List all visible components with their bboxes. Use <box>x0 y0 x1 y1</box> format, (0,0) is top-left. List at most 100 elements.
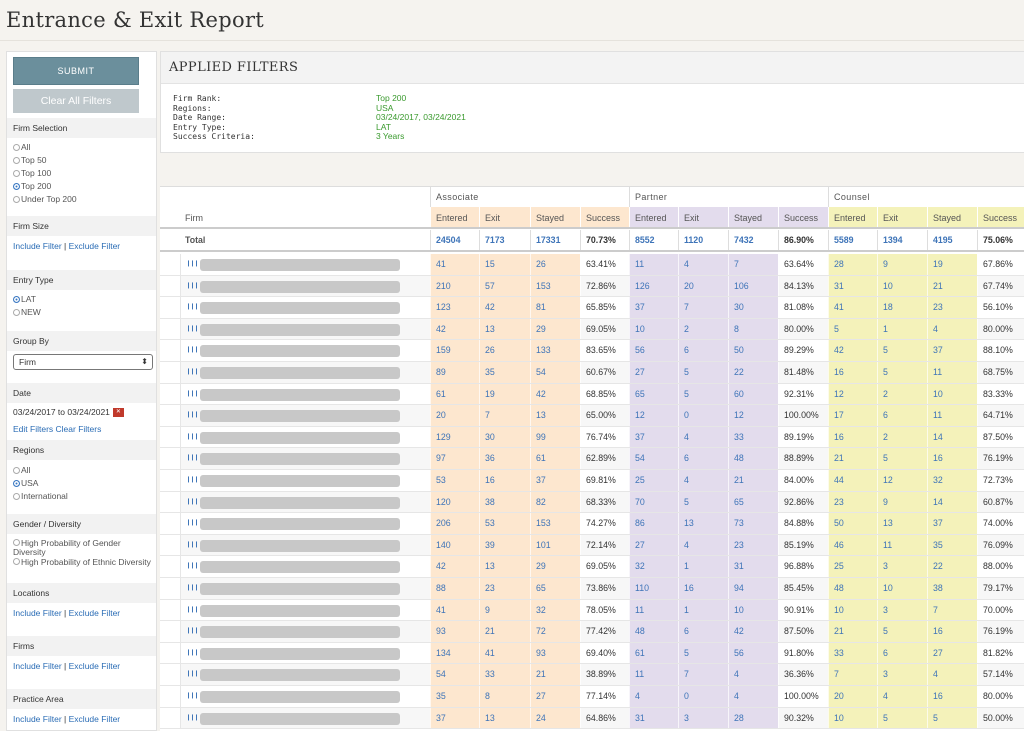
table-cell[interactable]: 31 <box>629 707 678 729</box>
firm-selection-option[interactable]: Top 50 <box>13 155 47 165</box>
table-cell[interactable]: 7 <box>728 254 778 275</box>
table-cell[interactable]: 72 <box>530 621 580 642</box>
table-cell[interactable]: 53 <box>430 470 479 491</box>
table-cell[interactable]: 33 <box>728 426 778 448</box>
firm-name-redacted[interactable] <box>200 647 400 660</box>
table-cell[interactable]: 23 <box>479 578 530 599</box>
radio-icon[interactable] <box>13 143 20 151</box>
table-cell[interactable]: 99 <box>530 426 580 448</box>
table-cell[interactable]: 37 <box>629 426 678 448</box>
firm-name-redacted[interactable] <box>200 712 400 725</box>
bar-chart-icon[interactable]: ❙❙❙ <box>186 282 199 289</box>
table-cell[interactable]: 2 <box>678 318 728 340</box>
table-cell[interactable]: 18 <box>877 297 927 318</box>
table-cell[interactable]: 8 <box>728 318 778 340</box>
exclude-filter-link[interactable]: Exclude Filter <box>68 714 121 724</box>
table-cell[interactable]: 21 <box>828 448 877 469</box>
table-cell[interactable]: 110 <box>629 578 678 599</box>
table-cell[interactable]: 60 <box>728 383 778 405</box>
table-cell[interactable]: 41 <box>430 599 479 621</box>
bar-chart-icon[interactable]: ❙❙❙ <box>186 433 199 440</box>
table-cell[interactable]: 22 <box>728 362 778 383</box>
total-cell[interactable]: 1120 <box>678 230 728 250</box>
bar-chart-icon[interactable]: ❙❙❙ <box>186 498 199 505</box>
table-cell[interactable]: 42 <box>530 383 580 405</box>
gender-diversity-option[interactable]: High Probability of Gender Diversity <box>13 538 121 557</box>
total-cell[interactable]: 4195 <box>927 230 977 250</box>
firm-selection-option[interactable]: Top 200 <box>13 181 51 191</box>
table-cell[interactable]: 9 <box>479 599 530 621</box>
total-cell[interactable]: 24504 <box>430 230 479 250</box>
table-cell[interactable]: 13 <box>877 513 927 534</box>
table-cell[interactable]: 22 <box>927 556 977 577</box>
table-cell[interactable]: 2 <box>877 383 927 405</box>
table-cell[interactable]: 29 <box>530 556 580 577</box>
radio-selected-icon[interactable] <box>13 479 20 487</box>
table-cell[interactable]: 44 <box>828 470 877 491</box>
table-cell[interactable]: 16 <box>828 362 877 383</box>
table-cell[interactable]: 37 <box>530 470 580 491</box>
bar-chart-icon[interactable]: ❙❙❙ <box>186 541 199 548</box>
table-cell[interactable]: 30 <box>479 426 530 448</box>
table-cell[interactable]: 123 <box>430 297 479 318</box>
column-header-exit[interactable]: Exit <box>479 207 530 227</box>
table-cell[interactable]: 1 <box>678 556 728 577</box>
table-cell[interactable]: 42 <box>728 621 778 642</box>
table-cell[interactable]: 23 <box>728 534 778 556</box>
table-cell[interactable]: 24 <box>530 707 580 729</box>
include-filter-link[interactable]: Include Filter <box>13 608 62 618</box>
table-cell[interactable]: 25 <box>828 556 877 577</box>
table-cell[interactable]: 41 <box>828 297 877 318</box>
bar-chart-icon[interactable]: ❙❙❙ <box>186 563 199 570</box>
table-cell[interactable]: 21 <box>479 621 530 642</box>
table-cell[interactable]: 37 <box>430 707 479 729</box>
table-cell[interactable]: 5 <box>678 362 728 383</box>
table-cell[interactable]: 94 <box>728 578 778 599</box>
total-cell[interactable]: 7173 <box>479 230 530 250</box>
table-cell[interactable]: 61 <box>629 642 678 664</box>
radio-icon[interactable] <box>13 308 20 316</box>
firm-name-redacted[interactable] <box>200 583 400 595</box>
table-cell[interactable]: 31 <box>828 275 877 297</box>
firm-name-redacted[interactable] <box>200 669 400 682</box>
table-cell[interactable]: 54 <box>530 362 580 383</box>
total-cell[interactable]: 5589 <box>828 230 877 250</box>
table-cell[interactable]: 9 <box>877 491 927 513</box>
bar-chart-icon[interactable]: ❙❙❙ <box>186 714 199 721</box>
table-cell[interactable]: 10 <box>927 383 977 405</box>
table-cell[interactable]: 101 <box>530 534 580 556</box>
table-cell[interactable]: 16 <box>479 470 530 491</box>
table-cell[interactable]: 41 <box>430 254 479 275</box>
table-cell[interactable]: 5 <box>828 318 877 340</box>
firm-name-redacted[interactable] <box>200 496 400 509</box>
table-cell[interactable]: 16 <box>828 426 877 448</box>
radio-icon[interactable] <box>13 492 20 500</box>
table-cell[interactable]: 33 <box>828 642 877 664</box>
include-filter-link[interactable]: Include Filter <box>13 714 62 724</box>
firm-name-redacted[interactable] <box>200 410 400 423</box>
table-cell[interactable]: 6 <box>678 340 728 361</box>
column-header-stayed[interactable]: Stayed <box>728 207 778 227</box>
entry-type-option[interactable]: LAT <box>13 294 36 304</box>
table-cell[interactable]: 70 <box>629 491 678 513</box>
column-header-success[interactable]: Success <box>778 207 828 227</box>
firm-selection-option[interactable]: Under Top 200 <box>13 194 77 204</box>
table-cell[interactable]: 11 <box>927 362 977 383</box>
exclude-filter-link[interactable]: Exclude Filter <box>68 661 121 671</box>
table-cell[interactable]: 210 <box>430 275 479 297</box>
bar-chart-icon[interactable]: ❙❙❙ <box>186 369 199 375</box>
table-cell[interactable]: 11 <box>629 664 678 685</box>
submit-button[interactable]: SUBMIT <box>13 57 139 85</box>
bar-chart-icon[interactable]: ❙❙❙ <box>186 347 199 354</box>
regions-option[interactable]: International <box>13 491 68 501</box>
firm-name-redacted[interactable] <box>200 626 400 639</box>
table-cell[interactable]: 93 <box>530 642 580 664</box>
table-cell[interactable]: 1 <box>678 599 728 621</box>
table-cell[interactable]: 12 <box>828 383 877 405</box>
table-cell[interactable]: 21 <box>828 621 877 642</box>
table-cell[interactable]: 134 <box>430 642 479 664</box>
table-cell[interactable]: 12 <box>877 470 927 491</box>
bar-chart-icon[interactable]: ❙❙❙ <box>186 585 199 591</box>
table-cell[interactable]: 153 <box>530 275 580 297</box>
table-cell[interactable]: 10 <box>877 275 927 297</box>
